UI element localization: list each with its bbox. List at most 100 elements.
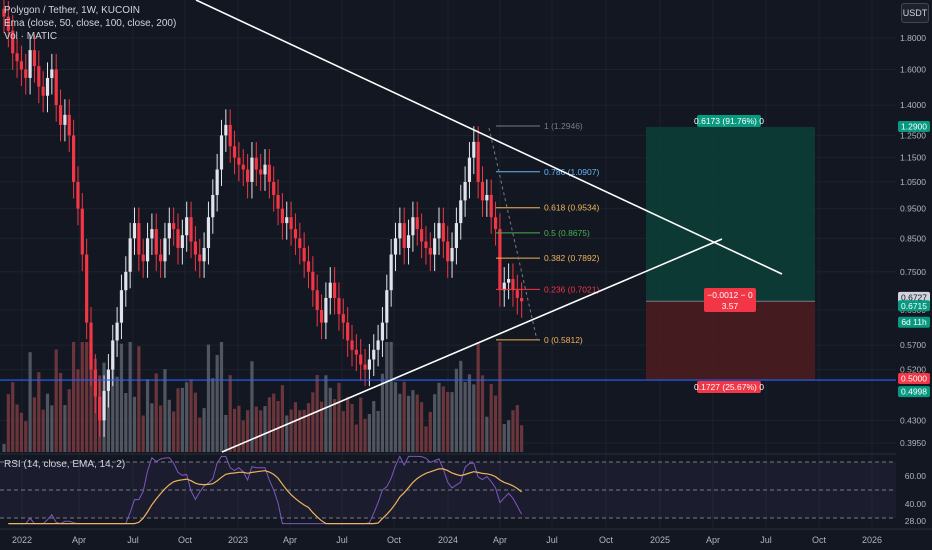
rsi-indicator-label[interactable]: RSI (14, close, EMA, 14, 2) (4, 459, 126, 470)
candle-body (76, 181, 80, 209)
price-tick: 0.5200 (900, 365, 926, 375)
candle-body (232, 146, 237, 158)
currency-button[interactable]: USDT (901, 3, 929, 23)
volume-bar (293, 402, 298, 452)
volume-bar (54, 349, 58, 452)
candle-body (72, 135, 76, 182)
volume-indicator-label[interactable]: Vol · MATIC (4, 31, 58, 42)
candle-body (324, 297, 328, 323)
volume-bar (24, 421, 28, 452)
volume-bar (254, 406, 258, 452)
candle-body (58, 105, 63, 125)
rsi-ma-line (8, 468, 522, 525)
volume-bar (298, 410, 302, 452)
candle-body (2, 8, 6, 17)
volume-bar (363, 418, 367, 452)
candle-body (198, 254, 202, 262)
candle-body (172, 223, 176, 230)
volume-bar (137, 346, 141, 452)
time-tick: Oct (387, 535, 402, 545)
volume-bar (433, 394, 437, 452)
candle-body (446, 241, 450, 262)
price-label-bg (898, 316, 930, 328)
candle-body (50, 69, 54, 78)
volume-bar (402, 381, 406, 452)
volume-bar (259, 410, 263, 452)
candle-body (289, 217, 293, 230)
price-label: 0.6715 (901, 301, 927, 311)
candle-body (328, 282, 332, 298)
candle-body (237, 157, 241, 165)
volume-bar (150, 403, 154, 452)
candle-body (337, 297, 341, 315)
candle-body (489, 194, 493, 218)
candle-body (111, 340, 115, 370)
candle-body (254, 157, 258, 170)
volume-bar (276, 401, 280, 452)
candle-body (132, 223, 137, 239)
candle-body (354, 349, 358, 355)
center-label: −0.0012 − 03.57 (704, 288, 756, 312)
volume-bar (367, 414, 371, 452)
candle-body (37, 66, 41, 87)
volume-bar (11, 382, 15, 452)
candle-body (189, 217, 193, 242)
time-tick: 2023 (228, 535, 248, 545)
volume-bar (520, 425, 524, 452)
volume-bar (285, 415, 289, 452)
volume-bars (2, 342, 524, 452)
ascending-trendline (221, 238, 723, 453)
candle-body (306, 261, 311, 272)
price-axis[interactable]: 1.8000 1.6000 1.4000 1.2500 1.1500 1.0500 0.95… (896, 0, 932, 550)
chart-legend: Polygon / Tether, 1W, KUCOIN Ema (close,… (4, 4, 176, 43)
volume-bar (385, 342, 389, 452)
price-tick: 0.3950 (900, 438, 926, 448)
volume-bar (441, 386, 445, 452)
candle-body (154, 229, 158, 255)
ema-indicator-label[interactable]: Ema (close, 50, close, 100, close, 200) (4, 18, 177, 29)
target-label-bg (697, 115, 761, 127)
candle-body (498, 229, 502, 291)
stop-zone (646, 301, 815, 381)
candle-body (293, 229, 298, 239)
candle-body (319, 309, 324, 323)
volume-bar (467, 374, 472, 452)
price-tick: 1.1500 (900, 153, 926, 163)
candle-body (311, 271, 315, 291)
candle-body (315, 290, 319, 310)
volume-bar (189, 379, 193, 452)
volume-bar (219, 342, 224, 452)
volume-bar (359, 397, 363, 452)
candle-body (376, 340, 380, 350)
candle-body (454, 223, 458, 248)
symbol-title[interactable]: Polygon / Tether, 1W, KUCOIN (4, 5, 140, 16)
volume-bar (315, 375, 319, 452)
trendlines[interactable] (0, 0, 896, 453)
candle-body (19, 61, 23, 70)
candle-body (98, 396, 102, 421)
volume-bar (437, 382, 441, 452)
rsi-tick: 40.00 (905, 499, 927, 509)
candle-body (380, 322, 385, 341)
candle-body (285, 217, 289, 224)
volume-bar (67, 389, 71, 452)
volume-bar (145, 379, 150, 452)
candle-body (145, 238, 150, 262)
candle-body (85, 254, 89, 323)
volume-bar (85, 342, 89, 452)
volume-bar (354, 424, 358, 452)
volume-bar (337, 382, 341, 452)
time-tick: Jul (760, 535, 772, 545)
time-axis[interactable]: 2022 Apr Jul Oct 2023 Apr Jul Oct 2024 Apr Jul Oct 2… (0, 528, 932, 545)
volume-bar (163, 369, 167, 452)
candle-body (502, 282, 506, 291)
center-label-line1: −0.0012 − 0 (707, 290, 753, 300)
volume-bar (380, 373, 385, 452)
volume-bar (202, 408, 206, 452)
volume-bar (115, 376, 119, 452)
candle-body (150, 229, 154, 239)
volume-bar (280, 385, 284, 452)
volume-bar (15, 404, 19, 452)
volume-bar (124, 393, 128, 452)
